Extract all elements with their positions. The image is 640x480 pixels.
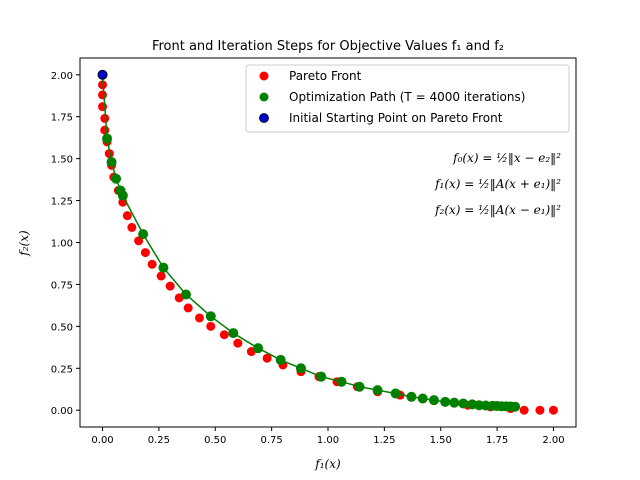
initial-point [97,69,108,80]
optimization-path-point [510,401,521,412]
y-tick-label: 0.25 [51,364,73,375]
equation-f1: f₁(x) = ½‖A(x + e₁)‖² [434,177,561,191]
x-tick-label: 1.75 [486,435,508,446]
legend-marker-path [259,92,269,102]
pareto-point [165,281,175,291]
legend-label-initial: Initial Starting Point on Pareto Front [289,111,503,125]
pareto-point [127,222,137,232]
legend-marker-initial [259,113,269,123]
optimization-path-point [138,229,149,240]
pareto-point [535,405,545,415]
y-tick-label: 0.00 [51,406,73,417]
optimization-path-point [428,395,439,406]
y-tick-label: 2.00 [51,71,73,82]
y-axis-label: f₂(x) [17,230,31,257]
y-tick-label: 1.75 [51,113,73,124]
legend: Pareto Front Optimization Path (T = 4000… [245,64,570,133]
optimization-path-point [390,388,401,399]
pareto-point [206,321,216,331]
optimization-path-point [117,190,128,201]
pareto-point [122,211,132,221]
pareto-point [140,248,150,258]
optimization-path-point [440,396,451,407]
optimization-path-point [406,391,417,402]
legend-label-path: Optimization Path (T = 4000 iterations) [289,90,525,104]
optimization-path-point [458,398,469,409]
equation-f0: f₀(x) = ½‖x − e₂‖² [452,151,561,165]
y-tick-label: 0.75 [51,280,73,291]
optimization-path-point [111,173,122,184]
x-tick-label: 0.25 [148,435,170,446]
pareto-point [100,113,110,123]
y-axis: 0.00 0.25 0.50 0.75 1.00 1.25 1.50 1.75 2.00 [51,71,80,417]
x-axis-label: f₁(x) [314,457,341,471]
pareto-point [98,90,108,100]
pareto-point [262,353,272,363]
x-tick-label: 1.50 [430,435,452,446]
x-axis: 0.00 0.25 0.50 0.75 1.00 1.25 1.50 1.75 2.00 [91,427,565,446]
y-tick-label: 1.50 [51,155,73,166]
equation-f2: f₂(x) = ½‖A(x − e₁)‖² [434,203,561,217]
x-tick-label: 0.75 [261,435,283,446]
optimization-path-point [253,343,264,354]
x-tick-label: 0.00 [91,435,113,446]
optimization-path-point [336,376,347,387]
pareto-point [194,313,204,323]
pareto-point [219,330,229,340]
x-tick-label: 1.00 [317,435,339,446]
plot-area [97,69,558,415]
pareto-point [519,405,529,415]
pareto-point [548,405,558,415]
axes-frame [79,57,577,428]
optimization-path-point [417,393,428,404]
optimization-path-point [354,381,365,392]
optimization-path-point [372,385,383,396]
legend-label-pareto: Pareto Front [289,69,362,83]
optimization-path-point [228,328,239,339]
optimization-path-point [106,156,117,167]
optimization-path-point [180,289,191,300]
legend-box [245,64,570,133]
pareto-point [156,271,166,281]
optimization-path-point [449,397,460,408]
equations: f₀(x) = ½‖x − e₂‖² f₁(x) = ½‖A(x + e₁)‖²… [434,151,561,217]
pareto-point [183,303,193,313]
pareto-point [147,259,157,269]
y-tick-label: 0.50 [51,322,73,333]
optimization-path-point [102,133,113,144]
pareto-point [233,338,243,348]
optimization-path-point [158,262,169,273]
optimization-path-point [205,311,216,322]
optimization-path-point [275,354,286,365]
y-tick-label: 1.00 [51,239,73,250]
chart-title: Front and Iteration Steps for Objective … [152,39,504,54]
y-tick-label: 1.25 [51,197,73,208]
optimization-path-point [295,363,306,374]
x-tick-label: 2.00 [542,435,564,446]
x-tick-label: 0.50 [204,435,226,446]
x-tick-label: 1.25 [373,435,395,446]
legend-marker-pareto [259,71,269,81]
optimization-path-point [316,371,327,382]
pareto-point [100,125,110,135]
